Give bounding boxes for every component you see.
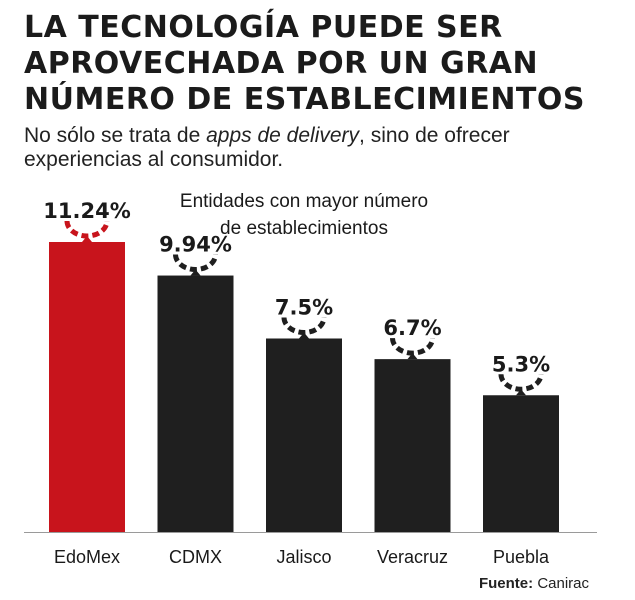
source-label: Fuente: bbox=[478, 575, 534, 592]
value-bracket bbox=[281, 317, 327, 335]
subtitle-emphasis: apps de delivery bbox=[206, 124, 360, 147]
value-label: 11.24% bbox=[43, 199, 130, 223]
category-label: Jalisco bbox=[276, 547, 331, 567]
value-label: 5.3% bbox=[492, 352, 550, 376]
title-line: LA TECNOLOGÍA PUEDE SER bbox=[24, 10, 503, 45]
bar-pointer bbox=[82, 236, 92, 242]
value-label: 9.94% bbox=[159, 233, 232, 257]
bar-edomex bbox=[49, 242, 125, 532]
subtitle-text: No sólo se trata de bbox=[24, 124, 207, 147]
chart-annotation: de establecimientos bbox=[220, 218, 388, 239]
title-line: NÚMERO DE ESTABLECIMIENTOS bbox=[24, 82, 585, 117]
subtitle: No sólo se trata de apps de delivery, si… bbox=[24, 124, 624, 172]
chart-annotation: Entidades con mayor número bbox=[180, 191, 428, 212]
bar-puebla bbox=[483, 395, 559, 532]
bar-jalisco bbox=[266, 338, 342, 532]
value-bracket bbox=[64, 220, 110, 239]
value-label: 6.7% bbox=[383, 316, 441, 340]
source-value: Canirac bbox=[537, 575, 589, 592]
value-bracket bbox=[173, 254, 218, 272]
bar-cdmx bbox=[157, 275, 234, 532]
category-label: Veracruz bbox=[377, 547, 448, 567]
category-label: CDMX bbox=[169, 547, 222, 567]
bar-pointer bbox=[190, 269, 201, 276]
value-bracket bbox=[498, 373, 544, 392]
page-title: LA TECNOLOGÍA PUEDE SER APROVECHADA POR … bbox=[24, 10, 624, 118]
value-label: 7.5% bbox=[275, 295, 333, 319]
category-label: EdoMex bbox=[54, 547, 120, 567]
value-bracket bbox=[390, 337, 435, 356]
title-line: APROVECHADA POR UN GRAN bbox=[24, 46, 539, 81]
bar-pointer bbox=[516, 389, 526, 396]
bar-pointer bbox=[299, 332, 309, 339]
subtitle-text-end: , sino de ofrecer experiencias al consum… bbox=[24, 124, 510, 171]
bar-pointer bbox=[407, 353, 418, 360]
bar-veracruz bbox=[374, 359, 451, 532]
source-note: Fuente: Canirac bbox=[479, 575, 589, 592]
category-label: Puebla bbox=[493, 547, 550, 567]
bar-chart: Entidades con mayor número de establecimi… bbox=[24, 191, 597, 567]
